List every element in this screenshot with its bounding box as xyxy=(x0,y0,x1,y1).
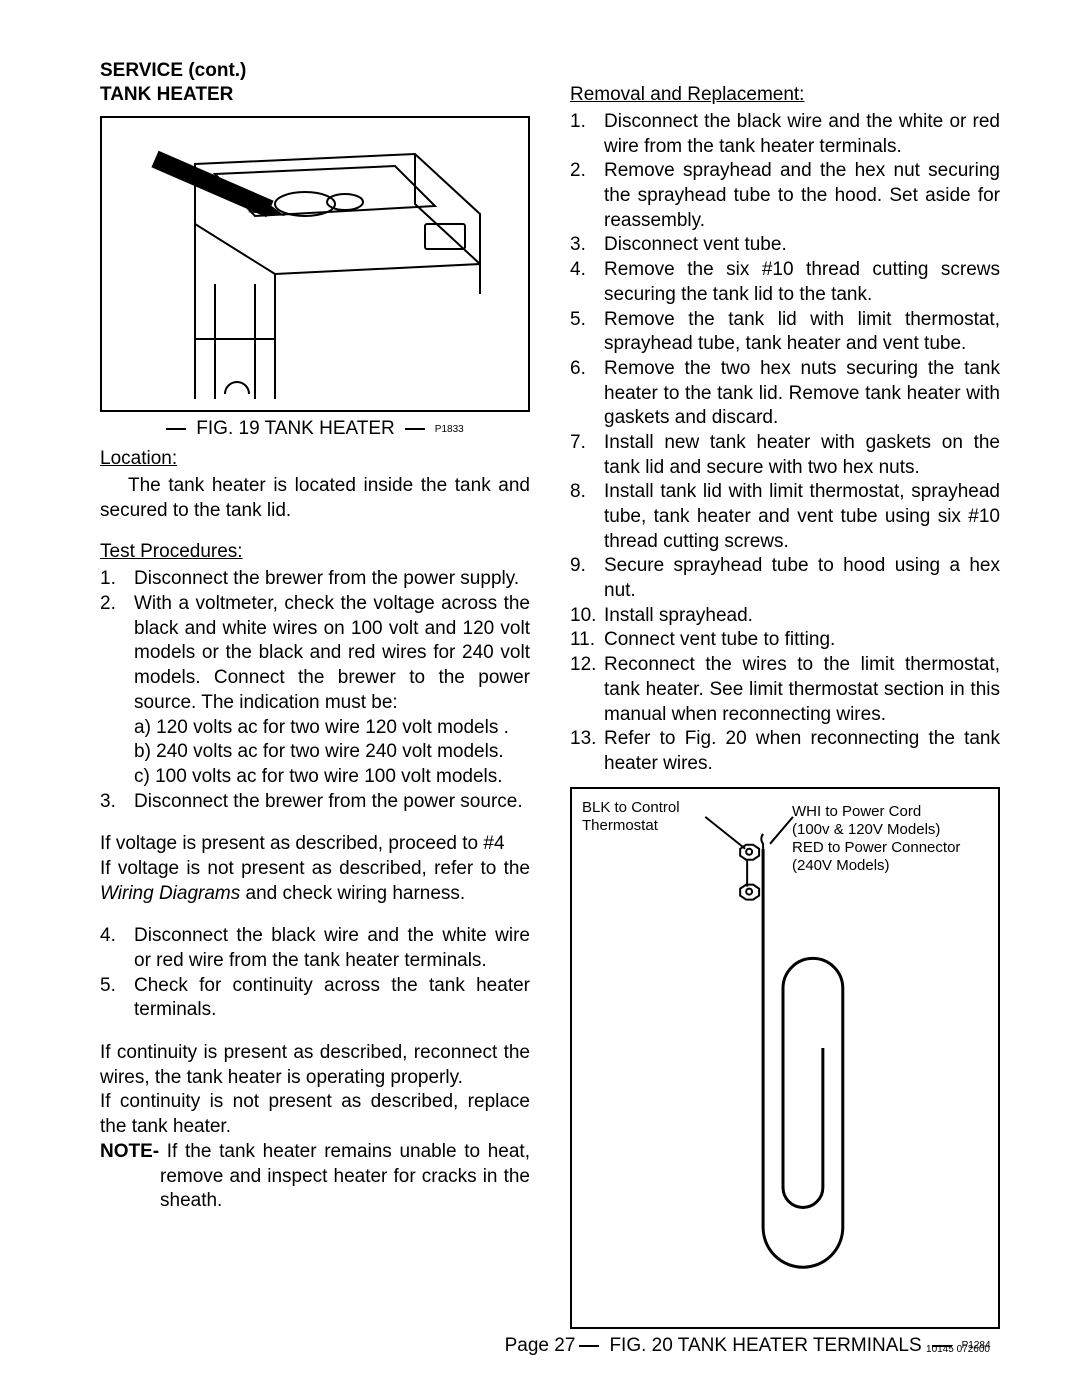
test-sub-b: b) 240 volts ac for two wire 240 volt mo… xyxy=(100,740,530,765)
continuity-not-present-text: If continuity is not present as describe… xyxy=(100,1090,530,1139)
test-sub-a: a) 120 volts ac for two wire 120 volt mo… xyxy=(100,716,530,741)
list-item: Disconnect vent tube. xyxy=(570,233,1000,258)
list-item: Check for continuity across the tank hea… xyxy=(100,974,530,1023)
test-procedures-heading: Test Procedures: xyxy=(100,541,530,563)
list-item: Connect vent tube to fitting. xyxy=(570,628,1000,653)
text-span: (240V Models) xyxy=(792,857,982,875)
test-procedures-list-45: Disconnect the black wire and the white … xyxy=(100,924,530,1023)
list-item: Secure sprayhead tube to hood using a he… xyxy=(570,554,1000,603)
test-sub-c: c) 100 volts ac for two wire 100 volt mo… xyxy=(100,765,530,790)
figure-19-caption-row: FIG. 19 TANK HEATER P1833 xyxy=(100,418,530,440)
note-label: NOTE- xyxy=(100,1141,159,1162)
location-body: The tank heater is located inside the ta… xyxy=(100,474,530,523)
test-procedures-list-cont: Disconnect the brewer from the power sou… xyxy=(100,790,530,815)
list-item: Reconnect the wires to the limit thermos… xyxy=(570,653,1000,727)
list-item: Remove the six #10 thread cutting screws… xyxy=(570,258,1000,307)
page-number: Page 27 xyxy=(0,1335,1080,1357)
list-item: Disconnect the black wire and the white … xyxy=(100,924,530,973)
text-span: and check wiring harness. xyxy=(240,883,465,904)
voltage-not-present-text: If voltage is not present as described, … xyxy=(100,857,530,906)
removal-heading: Removal and Replacement: xyxy=(570,84,1000,106)
text-span-italic: Wiring Diagrams xyxy=(100,883,240,904)
tank-heater-diagram-icon xyxy=(135,124,495,404)
text-span: RED to Power Connector xyxy=(792,839,982,857)
location-heading: Location: xyxy=(100,448,530,470)
list-item: Disconnect the black wire and the white … xyxy=(570,110,1000,159)
fig20-right-label: WHI to Power Cord (100v & 120V Models) R… xyxy=(792,803,982,875)
note-text: NOTE- If the tank heater remains unable … xyxy=(100,1140,530,1214)
note-body: If the tank heater remains unable to hea… xyxy=(159,1141,530,1211)
list-item: Install tank lid with limit thermostat, … xyxy=(570,480,1000,554)
figure-19-caption: FIG. 19 TANK HEATER xyxy=(196,418,395,440)
text-span: (100v & 120V Models) xyxy=(792,821,982,839)
removal-steps-list: Disconnect the black wire and the white … xyxy=(570,110,1000,777)
continuity-present-text: If continuity is present as described, r… xyxy=(100,1041,530,1090)
list-item: With a voltmeter, check the voltage acro… xyxy=(100,592,530,715)
text-span: If voltage is not present as described, … xyxy=(100,858,530,879)
tank-heater-header: TANK HEATER xyxy=(100,84,530,106)
voltage-present-text: If voltage is present as described, proc… xyxy=(100,832,530,857)
fig20-left-label: BLK to Control Thermostat xyxy=(582,799,702,835)
test-procedures-list: Disconnect the brewer from the power sup… xyxy=(100,567,530,715)
list-item: Refer to Fig. 20 when reconnecting the t… xyxy=(570,727,1000,776)
list-item: Disconnect the brewer from the power sou… xyxy=(100,790,530,815)
list-item: Remove the two hex nuts securing the tan… xyxy=(570,357,1000,431)
text-span: WHI to Power Cord xyxy=(792,803,982,821)
figure-19-box xyxy=(100,116,530,412)
list-item: Disconnect the brewer from the power sup… xyxy=(100,567,530,592)
list-item: Install new tank heater with gaskets on … xyxy=(570,431,1000,480)
list-item: Remove the tank lid with limit thermosta… xyxy=(570,308,1000,357)
figure-19-id: P1833 xyxy=(435,424,464,435)
document-id: 10145 072600 xyxy=(926,1344,990,1355)
figure-20-box: BLK to Control Thermostat WHI to Power C… xyxy=(570,787,1000,1329)
list-item: Remove sprayhead and the hex nut securin… xyxy=(570,159,1000,233)
service-cont-header: SERVICE (cont.) xyxy=(100,60,530,82)
list-item: Install sprayhead. xyxy=(570,604,1000,629)
